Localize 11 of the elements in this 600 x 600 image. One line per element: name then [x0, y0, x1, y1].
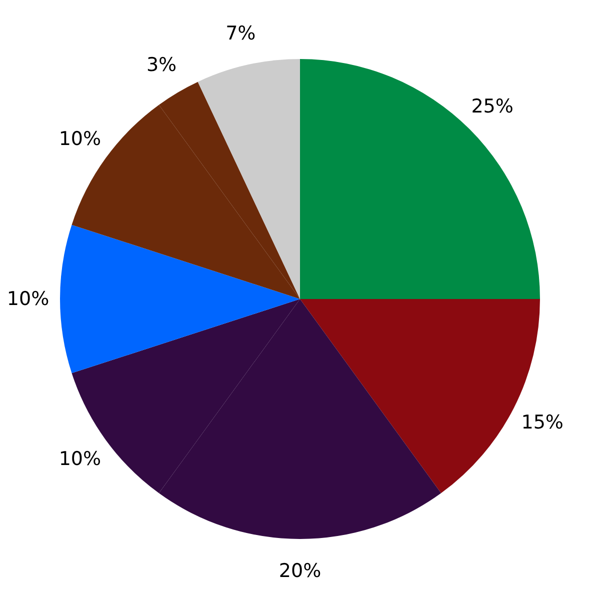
data-label: 7%	[226, 22, 256, 45]
data-label: 20%	[278, 560, 322, 582]
data-label: 10%	[58, 128, 102, 150]
pie-slice	[198, 59, 300, 299]
data-label: 25%	[471, 96, 514, 118]
data-label: 3%	[146, 54, 177, 76]
data-label: 10%	[6, 288, 50, 310]
data-label: 10%	[58, 448, 102, 470]
data-label: 15%	[521, 411, 564, 434]
pie-slice	[60, 224, 300, 374]
pie-slice	[300, 59, 540, 299]
